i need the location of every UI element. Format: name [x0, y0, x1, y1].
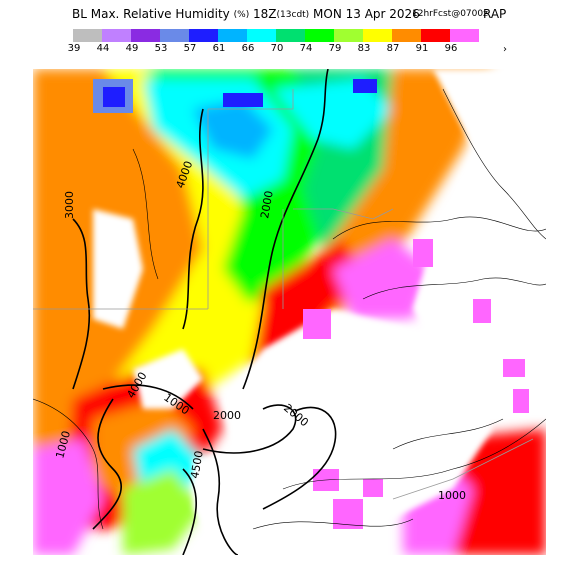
- legend-swatch: [73, 29, 102, 42]
- valid-date: MON 13 Apr 2026: [313, 7, 420, 21]
- legend-tick-label: 83: [357, 43, 371, 54]
- legend-swatch: [450, 29, 479, 42]
- legend-tick-label: 49: [125, 43, 139, 54]
- legend-tick-label: 96: [444, 43, 458, 54]
- thin-contours: [33, 88, 546, 530]
- valid-hour: 18Z: [253, 7, 277, 21]
- title-text: BL Max. Relative Humidity: [72, 7, 230, 21]
- legend-swatch: [189, 29, 218, 42]
- legend-swatch: [131, 29, 160, 42]
- legend-swatch: [160, 29, 189, 42]
- legend-swatch: [247, 29, 276, 42]
- legend-tick-label: 87: [386, 43, 400, 54]
- valid-local: (13cdt): [276, 10, 310, 20]
- contour-label: 4500: [188, 450, 206, 480]
- contour-label: 1000: [438, 489, 466, 502]
- legend-tick-label: 61: [212, 43, 226, 54]
- legend-tick-label: 66: [241, 43, 255, 54]
- legend-tick-label: 74: [299, 43, 313, 54]
- legend-tick-label: 57: [183, 43, 197, 54]
- title-unit: (%): [233, 10, 250, 20]
- legend-swatch: [392, 29, 421, 42]
- map-title: BL Max. Relative Humidity (%) 18Z(13cdt)…: [72, 7, 420, 21]
- legend-swatch: [334, 29, 363, 42]
- state-boundaries: [33, 89, 534, 500]
- legend-swatch: [363, 29, 392, 42]
- legend-tick-label: 53: [154, 43, 168, 54]
- legend-swatch: [102, 29, 131, 42]
- map-title-row: BL Max. Relative Humidity (%) 18Z(13cdt)…: [0, 0, 579, 28]
- contour-label: 3000: [63, 191, 76, 219]
- legend-tick-label: 39: [67, 43, 81, 54]
- legend-swatch: [421, 29, 450, 42]
- legend-tick-label: 79: [328, 43, 342, 54]
- legend-tick-labels: 39 44 49 53 57 61 66 70 74 79 83 87 91 96: [62, 43, 532, 57]
- color-legend: [73, 29, 479, 43]
- legend-swatch: [218, 29, 247, 42]
- dry-areas: [93, 69, 546, 549]
- contour-label: 2000: [258, 190, 276, 220]
- legend-swatch: [305, 29, 334, 42]
- legend-tick-label: 70: [270, 43, 284, 54]
- legend-tick-label: 44: [96, 43, 110, 54]
- legend-tick-label: 91: [415, 43, 429, 54]
- model-name: RAP: [483, 7, 507, 21]
- legend-more-arrow[interactable]: ›: [503, 44, 507, 55]
- terrain-contours: [72, 69, 337, 555]
- legend-swatch: [276, 29, 305, 42]
- forecast-info: 12hrFcst@0700z: [412, 9, 488, 19]
- moist-patches: [93, 79, 529, 529]
- contour-label: 2000: [213, 409, 241, 422]
